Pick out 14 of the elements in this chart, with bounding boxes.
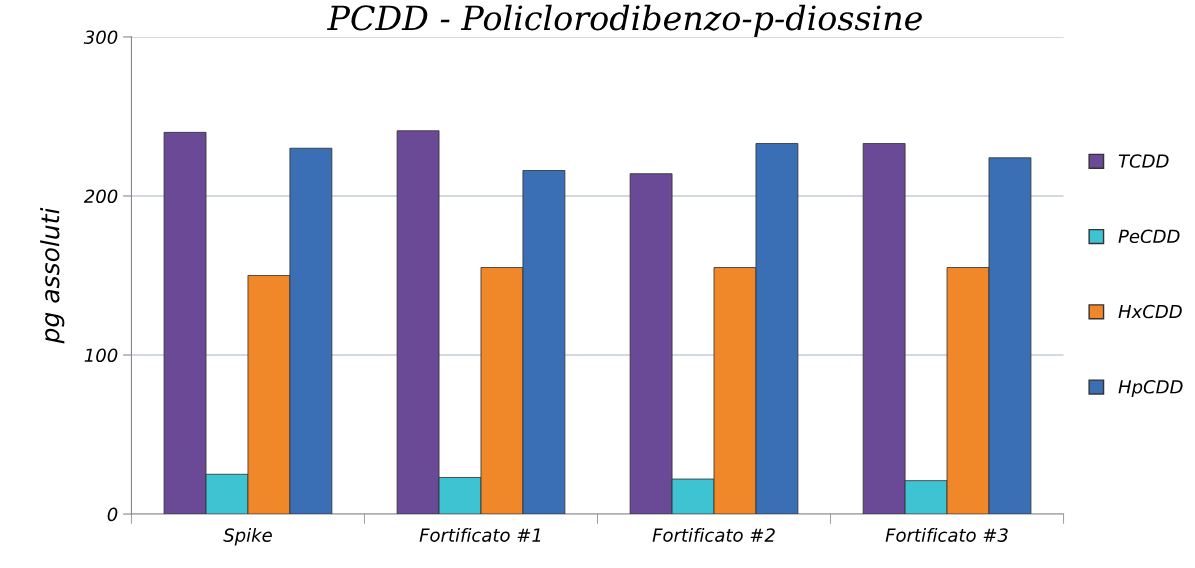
legend-label: PeCDD xyxy=(1118,229,1180,244)
x-tick-label: Fortificato #3 xyxy=(885,527,1008,542)
legend-label: TCDD xyxy=(1118,154,1169,168)
legend-label: HxCDD xyxy=(1118,304,1182,319)
x-tick-label: Spike xyxy=(223,527,272,546)
y-tick-label: 200 xyxy=(83,189,118,204)
y-tick-label: 0 xyxy=(107,507,118,522)
y-tick-label: 100 xyxy=(84,348,118,363)
x-tick-label: Fortificato #2 xyxy=(652,527,775,542)
chart-title: PCDD - Policlorodibenzo-p-diossine xyxy=(327,4,922,37)
x-tick-label: Fortificato #1 xyxy=(419,527,541,542)
y-axis-title: pg assoluti xyxy=(40,207,65,344)
legend-label: HpCDD xyxy=(1118,379,1183,398)
y-tick-label: 300 xyxy=(83,30,118,45)
